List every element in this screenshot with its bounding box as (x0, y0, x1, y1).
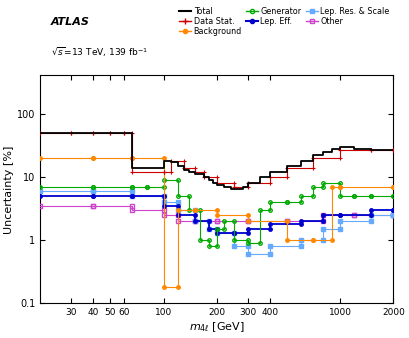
Y-axis label: Uncertainty [%]: Uncertainty [%] (4, 145, 14, 234)
X-axis label: $m_{4\ell}$ [GeV]: $m_{4\ell}$ [GeV] (189, 320, 245, 334)
Text: $\sqrt{s}$=13 TeV, 139 fb$^{-1}$: $\sqrt{s}$=13 TeV, 139 fb$^{-1}$ (51, 46, 148, 59)
Legend: Total, Data Stat., Background, Generator, Lep. Eff., Lep. Res. & Scale, Other: Total, Data Stat., Background, Generator… (179, 7, 389, 36)
Text: ATLAS: ATLAS (51, 17, 90, 27)
